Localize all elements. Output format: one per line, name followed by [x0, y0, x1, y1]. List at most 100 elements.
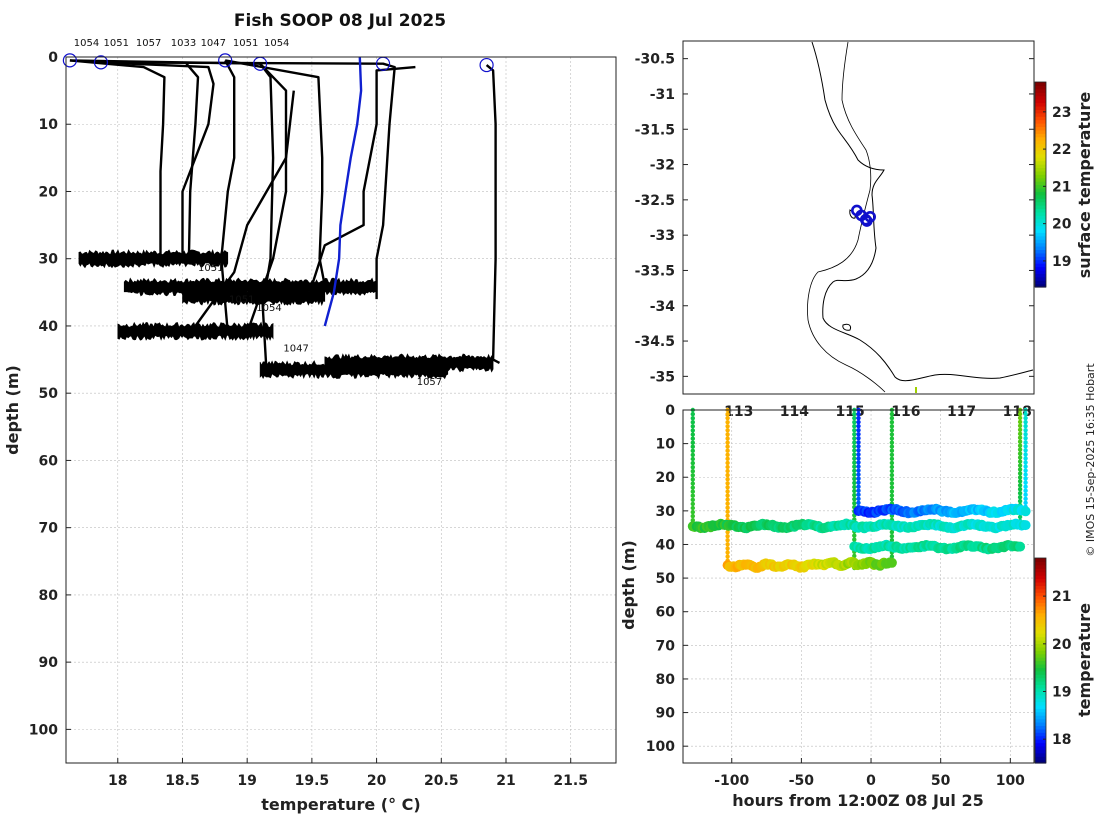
- cast-point: [725, 493, 730, 498]
- colorbar-segment: [1035, 102, 1046, 107]
- cast-point: [1023, 460, 1028, 465]
- cast-point: [725, 529, 730, 535]
- colorbar-segment: [1035, 640, 1046, 645]
- y-tick-label: 30: [39, 252, 59, 268]
- cast-point: [1017, 423, 1023, 428]
- cast-point: [1017, 435, 1023, 440]
- tow-point: [1015, 541, 1026, 552]
- cast-point: [852, 476, 857, 482]
- cast-point: [690, 497, 695, 502]
- colorbar-segment: [1035, 619, 1046, 624]
- x-tick-label: 20.5: [424, 773, 459, 789]
- surface-marker: [93, 55, 109, 70]
- colorbar-segment: [1035, 681, 1046, 686]
- cast-point: [1017, 483, 1023, 488]
- colorbar-segment: [1035, 181, 1046, 186]
- cast-point: [725, 415, 730, 421]
- cast-point: [889, 497, 895, 502]
- cast-point: [725, 428, 730, 433]
- colorbar-segment: [1035, 133, 1046, 138]
- cast-point: [889, 444, 895, 449]
- y-tick-label: 40: [39, 319, 59, 335]
- cast-point: [725, 505, 730, 510]
- cast-point: [690, 448, 695, 453]
- colorbar-segment: [1035, 280, 1046, 285]
- colorbar-tick-label: 23: [1052, 105, 1071, 121]
- cast-point: [725, 432, 730, 437]
- colorbar-segment: [1035, 677, 1046, 682]
- tow-point: [1020, 520, 1031, 531]
- colorbar-segment: [1035, 595, 1046, 600]
- colorbar-segment: [1035, 739, 1046, 744]
- colorbar-segment: [1035, 704, 1046, 709]
- colorbar-segment: [1035, 259, 1046, 264]
- y-tick-label: 50: [39, 386, 59, 402]
- y-tick-label: 60: [39, 453, 59, 469]
- y-axis-label: depth (m): [3, 365, 22, 455]
- cast-point: [1023, 440, 1028, 445]
- colorbar-segment: [1035, 749, 1046, 754]
- latitude-tick-label: -33.5: [635, 263, 675, 279]
- credit-text: © IMOS 15-Sep-2025 16:35 Hobart: [1084, 363, 1097, 557]
- latitude-tick-label: -35: [650, 369, 675, 385]
- colorbar-segment: [1035, 728, 1046, 733]
- profile-line: [310, 65, 416, 286]
- y-tick-label: 20: [656, 470, 676, 486]
- cast-point: [1017, 491, 1023, 496]
- cast-point: [1017, 411, 1023, 417]
- colorbar-segment: [1035, 701, 1046, 706]
- y-tick-label: 60: [656, 605, 676, 621]
- cast-point: [856, 440, 861, 445]
- cast-point: [1023, 428, 1028, 433]
- cast-point: [725, 460, 730, 466]
- colorbar-segment: [1035, 564, 1046, 569]
- profile-label: 1047: [283, 344, 308, 355]
- cast-point: [1023, 472, 1028, 477]
- cast-point: [725, 481, 730, 486]
- colorbar-segment: [1035, 643, 1046, 648]
- surface-point: [915, 387, 917, 393]
- cast-point: [690, 424, 695, 429]
- colorbar-segment: [1035, 599, 1046, 604]
- colorbar-segment: [1035, 252, 1046, 257]
- colorbar-segment: [1035, 232, 1046, 237]
- x-tick-label: 19.5: [295, 773, 330, 789]
- profile-line: [185, 62, 200, 259]
- cast-point: [1023, 448, 1028, 453]
- cast-point: [856, 428, 861, 433]
- time-depth-frame: [682, 409, 1035, 764]
- colorbar-segment: [1035, 246, 1046, 251]
- colorbar-segment: [1035, 249, 1046, 254]
- cast-point: [725, 485, 730, 490]
- profile-panel: Fish SOOP 08 Jul 2025 1054 1051 1057 1033 10…: [3, 11, 617, 814]
- coastline-inner: [807, 41, 886, 393]
- y-tick-label: 70: [39, 521, 59, 537]
- colorbar-segment: [1035, 211, 1046, 216]
- colorbar-segment: [1035, 626, 1046, 631]
- y-tick-label: 20: [39, 184, 59, 200]
- cast-point: [690, 428, 695, 433]
- colorbar-segment: [1035, 585, 1046, 590]
- map-frame: [682, 40, 1035, 395]
- island: [842, 323, 851, 331]
- latitude-tick-label: -31: [650, 87, 675, 103]
- colorbar-tick-label: 22: [1052, 142, 1071, 158]
- colorbar-segment: [1035, 153, 1046, 158]
- y-tick-label: 80: [39, 588, 59, 604]
- colorbar-segment: [1035, 126, 1046, 131]
- latitude-tick-label: -33: [650, 228, 675, 244]
- cast-point: [889, 481, 895, 486]
- cast-point: [852, 533, 857, 538]
- colorbar-label: temperature: [1075, 603, 1094, 717]
- cast-point: [1017, 447, 1023, 452]
- cast-id-label: 1054: [264, 38, 289, 49]
- y-tick-label: 90: [656, 706, 676, 722]
- colorbar-tick-label: 20: [1052, 217, 1072, 233]
- cast-point: [852, 464, 857, 469]
- cast-point: [690, 416, 695, 421]
- longitude-tick-label: 116: [891, 404, 920, 420]
- cast-point: [856, 456, 861, 461]
- cast-point: [1017, 439, 1023, 444]
- x-tick-label: 18.5: [165, 773, 200, 789]
- y-tick-label: 100: [29, 722, 58, 738]
